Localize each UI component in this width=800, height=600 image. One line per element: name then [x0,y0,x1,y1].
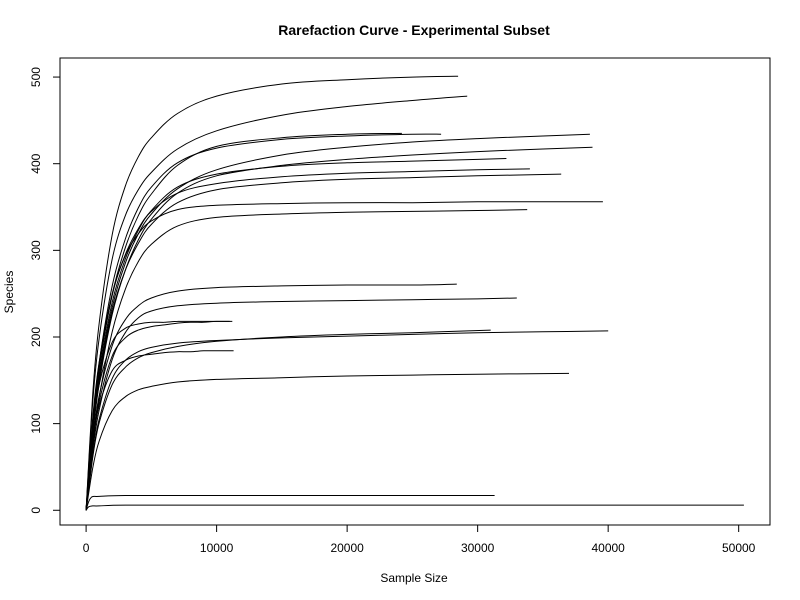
y-axis: 0 100 200 300 400 500 [29,67,61,514]
curves [85,75,744,511]
rarefaction-curve-11 [85,209,528,511]
y-tick-label: 500 [29,67,43,87]
chart-title: Rarefaction Curve - Experimental Subset [278,22,550,38]
y-tick-label: 200 [29,327,43,347]
x-tick-label: 20000 [330,541,364,555]
x-tick-label: 30000 [461,541,495,555]
rarefaction-curve-15 [85,320,233,511]
y-tick-label: 300 [29,240,43,260]
rarefaction-curve-8 [85,168,530,511]
y-tick-label: 0 [29,507,43,514]
rarefaction-curve-10 [85,201,603,511]
rarefaction-curve-2 [85,95,468,511]
x-tick-label: 10000 [200,541,234,555]
y-axis-label: Species [2,271,16,314]
rarefaction-curve-14 [85,320,230,511]
rarefaction-curve-9 [85,173,562,511]
rarefaction-curve-21 [85,504,744,511]
rarefaction-curve-17 [85,329,491,511]
x-axis-label: Sample Size [380,571,448,585]
rarefaction-curve-1 [85,75,459,511]
rarefaction-curve-7 [85,158,507,511]
x-tick-label: 40000 [591,541,625,555]
rarefaction-curve-12 [85,283,457,511]
rarefaction-curve-16 [85,330,609,511]
rarefaction-curve-13 [85,297,517,511]
rarefaction-curve-19 [85,372,570,511]
rarefaction-curve-20 [85,494,495,511]
y-tick-label: 400 [29,153,43,173]
x-tick-label: 50000 [722,541,756,555]
x-tick-label: 0 [83,541,90,555]
y-tick-label: 100 [29,413,43,433]
x-axis: 0 10000 20000 30000 40000 50000 [83,524,756,555]
rarefaction-curve-18 [85,350,234,511]
rarefaction-curve-4 [85,133,442,511]
plot-frame [59,57,771,526]
